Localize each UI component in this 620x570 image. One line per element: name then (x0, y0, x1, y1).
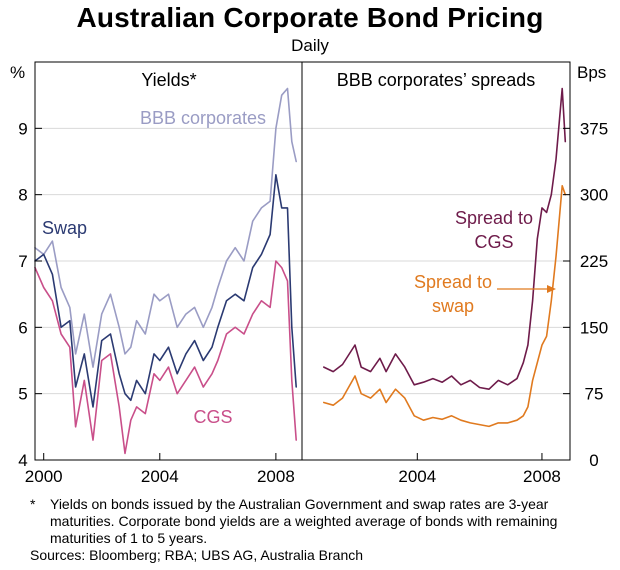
grid-lines (35, 127, 570, 395)
y-tick-label-right: 75 (585, 385, 604, 404)
axis-ticks (35, 127, 570, 461)
series-line-swap (34, 174, 298, 408)
axis-tick-labels: 4 5 6 7 8 9 2000 2004 2008 0 75 150 225 300 375 2004 200… (18, 119, 608, 486)
y-tick-label-left: 5 (18, 385, 27, 404)
y-tick-label-right: 0 (589, 451, 598, 470)
x-tick-label: 2004 (141, 467, 179, 486)
y-tick-label-right: 300 (580, 186, 608, 205)
bbb-series-label: BBB corporates (140, 108, 266, 128)
x-tick-label: 2000 (25, 467, 63, 486)
y-tick-label-left: 6 (18, 318, 27, 337)
x-tick-label: 2008 (523, 467, 561, 486)
spread-cgs-label-line1: Spread to (455, 208, 533, 228)
left-unit-label: % (10, 63, 25, 82)
cgs-series-label: CGS (193, 407, 232, 427)
y-tick-label-left: 8 (18, 186, 27, 205)
footnote: * Yields on bonds issued by the Australi… (30, 496, 610, 547)
spread-cgs-label-line2: CGS (474, 232, 513, 252)
right-unit-label: Bps (577, 63, 606, 82)
x-tick-label: 2008 (257, 467, 295, 486)
y-tick-label-right: 225 (580, 252, 608, 271)
y-tick-label-right: 375 (580, 119, 608, 138)
series-line-spread-to-cgs (322, 87, 567, 391)
y-tick-label-left: 9 (18, 119, 27, 138)
y-tick-label-left: 4 (18, 451, 27, 470)
footnote-marker: * (30, 496, 36, 512)
chart-title: Australian Corporate Bond Pricing (76, 2, 544, 33)
spread-swap-label-line1: Spread to (414, 272, 492, 292)
left-panel-title: Yields* (141, 70, 196, 90)
series-line-bbb-corporates (34, 87, 298, 368)
series-line-spread-to-swap (322, 185, 567, 428)
annotation-arrow-head (547, 285, 556, 293)
swap-series-label: Swap (42, 218, 87, 238)
right-panel-title: BBB corporates’ spreads (337, 70, 535, 90)
x-tick-label: 2004 (398, 467, 436, 486)
footnote-text: Yields on bonds issued by the Australian… (50, 496, 558, 546)
spread-swap-label-line2: swap (432, 296, 474, 316)
y-tick-label-left: 7 (18, 252, 27, 271)
chart-subtitle: Daily (291, 36, 329, 55)
sources: Sources: Bloomberg; RBA; UBS AG, Austral… (30, 547, 364, 563)
series-lines (34, 87, 567, 455)
y-tick-label-right: 150 (580, 318, 608, 337)
series-line-cgs (34, 260, 298, 455)
